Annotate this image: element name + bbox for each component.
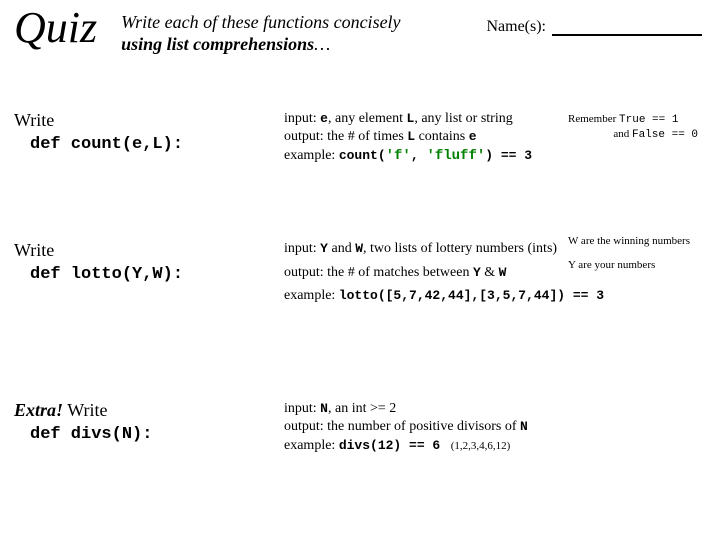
t: , any element: [328, 111, 407, 126]
t: example:: [284, 288, 339, 303]
aside-count: Remember True == 1 and False == 0: [568, 112, 698, 143]
aside-lotto-l1: W are the winning numbers: [568, 234, 698, 248]
section-divs: Extra! Write def divs(N): input: N, an i…: [14, 400, 710, 445]
t: Y: [473, 265, 481, 280]
code-divs: def divs(N):: [30, 425, 152, 444]
write-label: Write: [63, 400, 107, 420]
t: and: [613, 128, 632, 140]
names-blank-line[interactable]: [552, 18, 702, 36]
t: , any list or string: [414, 111, 512, 126]
names-field: Name(s):: [486, 18, 702, 36]
t: ,: [411, 148, 427, 163]
instruction-line1: Write each of these functions concisely: [121, 12, 400, 32]
t: , two lists of lottery numbers (ints): [363, 241, 557, 256]
section-lotto: Write def lotto(Y,W): input: Y and W, tw…: [14, 240, 710, 285]
section-count: Write def count(e,L): input: e, any elem…: [14, 110, 710, 155]
code-count: def count(e,L):: [30, 135, 183, 154]
t: output: the # of times: [284, 129, 407, 144]
t: Remember: [568, 113, 619, 125]
t: 'f': [386, 148, 411, 164]
desc-divs-example: example: divs(12) == 6 (1,2,3,4,6,12): [284, 437, 528, 455]
t: W: [355, 241, 363, 256]
aside-lotto-l2: Y are your numbers: [568, 258, 698, 272]
aside-count-l2: and False == 0: [568, 127, 698, 142]
t: input:: [284, 241, 320, 256]
desc-divs-output: output: the number of positive divisors …: [284, 418, 528, 436]
write-label: Write: [14, 110, 54, 130]
t: e: [320, 111, 328, 126]
t: example:: [284, 438, 339, 453]
t: input:: [284, 111, 320, 126]
desc-count-output: output: the # of times L contains e: [284, 128, 532, 146]
aside-count-l1: Remember True == 1: [568, 112, 698, 127]
t: example:: [284, 148, 339, 163]
t: , an int >= 2: [328, 401, 396, 416]
desc-lotto: input: Y and W, two lists of lottery num…: [284, 240, 604, 305]
desc-count-example: example: count('f', 'fluff') == 3: [284, 147, 532, 166]
t: &: [481, 265, 499, 280]
desc-lotto-input: input: Y and W, two lists of lottery num…: [284, 240, 604, 258]
t: False == 0: [632, 129, 698, 141]
t: and: [328, 241, 355, 256]
t: Y: [320, 241, 328, 256]
aside-lotto: W are the winning numbers Y are your num…: [568, 234, 698, 273]
instruction-line2-bold: using list comprehensions: [121, 34, 314, 54]
t: contains: [415, 129, 469, 144]
t: output: the # of matches between: [284, 265, 473, 280]
t: True == 1: [619, 114, 678, 126]
desc-divs: input: N, an int >= 2 output: the number…: [284, 400, 528, 455]
t: N: [520, 419, 528, 434]
desc-lotto-output: output: the # of matches between Y & W: [284, 264, 604, 282]
desc-count: input: e, any element L, any list or str…: [284, 110, 532, 166]
names-label: Name(s):: [486, 18, 546, 35]
t: 'fluff': [426, 148, 485, 164]
t: lotto([5,7,42,44],[3,5,7,44]) == 3: [339, 288, 604, 303]
write-label: Write: [14, 240, 54, 260]
instruction: Write each of these functions concisely …: [121, 12, 401, 55]
quiz-title: Quiz: [14, 6, 97, 50]
desc-count-input: input: e, any element L, any list or str…: [284, 110, 532, 128]
t: count(: [339, 148, 386, 163]
desc-lotto-example: example: lotto([5,7,42,44],[3,5,7,44]) =…: [284, 287, 604, 305]
t: L: [407, 129, 415, 144]
t: e: [469, 129, 477, 144]
instruction-line2-tail: …: [314, 34, 330, 54]
t: divs(12) == 6: [339, 438, 440, 453]
t: W: [499, 265, 507, 280]
code-lotto: def lotto(Y,W):: [30, 265, 183, 284]
t: ) == 3: [485, 148, 532, 163]
t: N: [320, 401, 328, 416]
t: (1,2,3,4,6,12): [451, 440, 511, 452]
page: Quiz Write each of these functions conci…: [0, 0, 720, 540]
t: input:: [284, 401, 320, 416]
desc-divs-input: input: N, an int >= 2: [284, 400, 528, 418]
t: output: the number of positive divisors …: [284, 419, 520, 434]
extra-label: Extra!: [14, 400, 63, 420]
